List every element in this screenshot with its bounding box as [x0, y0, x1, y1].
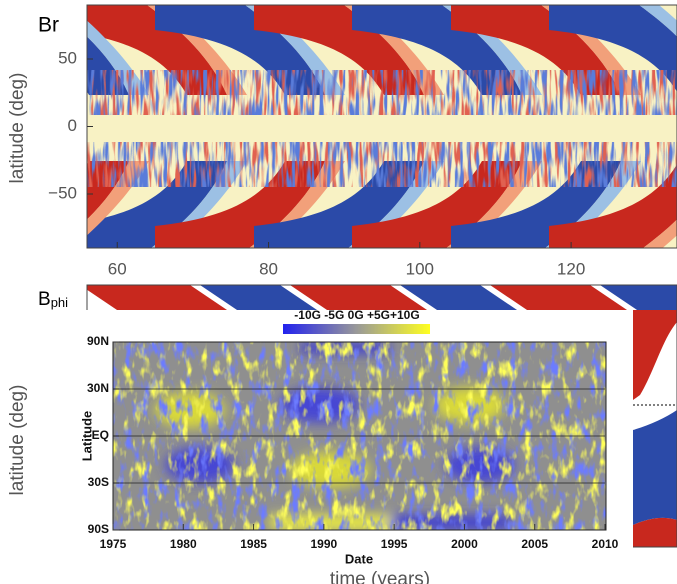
y-tick-label: 90S: [88, 522, 109, 536]
y-axis-label: latitude (deg): [7, 385, 28, 496]
x-tick-label: 2005: [521, 537, 548, 551]
br-heatmap: [87, 5, 677, 248]
x-tick-label: 60: [108, 259, 127, 278]
y-tick-label: 50: [58, 48, 77, 67]
x-tick-label: 2000: [451, 537, 478, 551]
x-tick-label: 120: [557, 259, 585, 278]
y-tick-label: 30N: [87, 381, 109, 395]
y-tick-label: −50: [48, 183, 77, 202]
y-tick-label: 30S: [88, 475, 109, 489]
x-tick-label: 1990: [311, 537, 338, 551]
x-axis-label: Date: [345, 551, 373, 566]
x-tick-label: 1995: [381, 537, 408, 551]
panel-title: Bphi: [38, 289, 68, 310]
panel-title: Br: [38, 14, 59, 37]
y-axis-label: Latitude: [79, 411, 94, 462]
x-tick-label: 1975: [100, 537, 127, 551]
x-axis-label: time (years): [330, 569, 430, 584]
colorbar: [283, 324, 430, 334]
title-main: B: [38, 289, 51, 310]
y-tick-label: 0: [68, 116, 77, 135]
colorbar-title: -10G -5G 0G +5G+10G: [294, 308, 419, 322]
x-tick-label: 100: [406, 259, 434, 278]
y-tick-label: 90N: [87, 334, 109, 348]
x-tick-label: 2010: [592, 537, 619, 551]
x-tick-label: 1985: [240, 537, 267, 551]
x-tick-label: 1980: [170, 537, 197, 551]
x-tick-label: 80: [259, 259, 278, 278]
title-subscript: phi: [51, 295, 68, 310]
y-axis-label: latitude (deg): [7, 73, 28, 184]
y-tick-label: EQ: [92, 428, 109, 442]
